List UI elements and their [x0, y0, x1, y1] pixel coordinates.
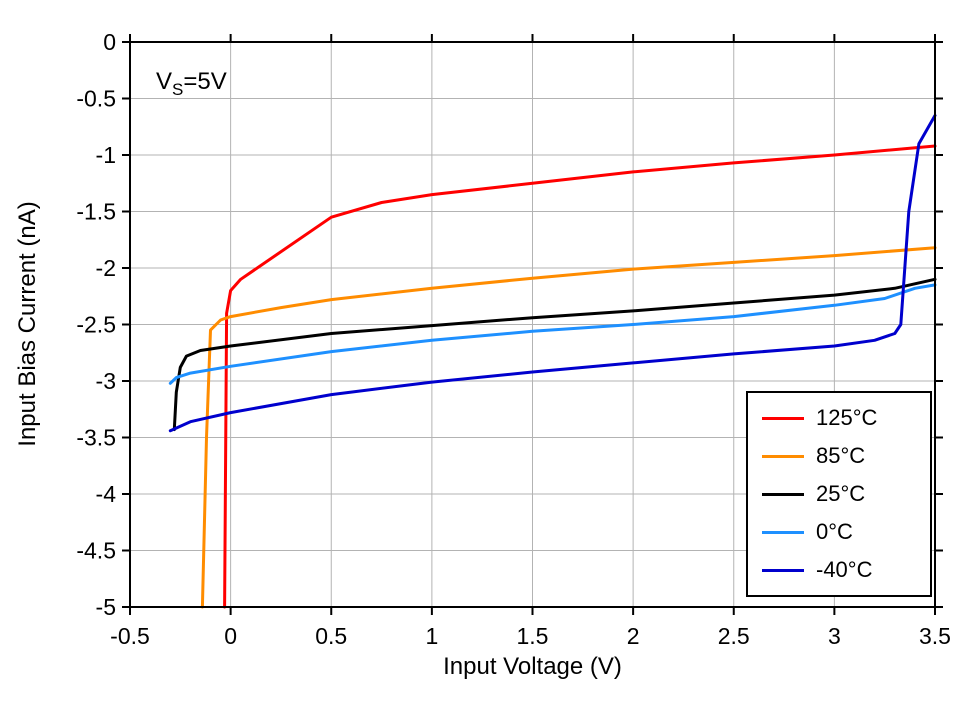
- legend-item: -40°C: [762, 557, 930, 583]
- legend-swatch-line: [762, 568, 804, 572]
- legend-swatch-line: [762, 492, 804, 496]
- annotation-suffix: =5V: [183, 68, 227, 95]
- x-tick-label: 2: [627, 623, 640, 649]
- y-tick-label: 0: [103, 29, 116, 55]
- legend-swatch-line: [762, 454, 804, 458]
- legend-label: -40°C: [816, 557, 873, 582]
- legend-label: 125°C: [816, 405, 878, 430]
- x-tick-label: -0.5: [110, 623, 150, 649]
- legend-label: 0°C: [816, 519, 853, 544]
- y-tick-label: -1.5: [76, 199, 116, 225]
- legend-item: 25°C: [762, 481, 930, 507]
- legend-item: 85°C: [762, 443, 930, 469]
- x-tick-label: 2.5: [718, 623, 750, 649]
- legend-label: 85°C: [816, 443, 866, 468]
- y-tick-label: -3: [96, 368, 116, 394]
- legend-swatch-line: [762, 530, 804, 534]
- y-tick-label: -1: [96, 142, 116, 168]
- y-tick-label: -5: [96, 594, 116, 620]
- y-tick-label: -2.5: [76, 312, 116, 338]
- x-axis-title: Input Voltage (V): [443, 653, 622, 680]
- legend-item: 125°C: [762, 405, 930, 431]
- x-tick-label: 1.5: [517, 623, 549, 649]
- x-tick-label: 1: [425, 623, 438, 649]
- y-tick-label: -4: [96, 481, 117, 507]
- legend: 125°C 85°C 25°C 0°C -40°C: [746, 391, 932, 597]
- legend-swatch-line: [762, 416, 804, 420]
- x-tick-label: 0: [224, 623, 237, 649]
- x-tick-label: 3.5: [919, 623, 951, 649]
- y-tick-label: -0.5: [76, 86, 116, 112]
- x-tick-label: 0.5: [315, 623, 347, 649]
- x-tick-label: 3: [828, 623, 841, 649]
- y-axis-title: Input Bias Current (nA): [14, 201, 41, 447]
- annotation-sub: S: [172, 79, 184, 99]
- y-tick-label: -4.5: [76, 538, 116, 564]
- y-tick-label: -2: [96, 255, 116, 281]
- legend-item: 0°C: [762, 519, 930, 545]
- annotation-prefix: V: [156, 68, 173, 95]
- y-tick-label: -3.5: [76, 425, 116, 451]
- legend-label: 25°C: [816, 481, 866, 506]
- annotation-vs: VS=5V: [156, 68, 227, 100]
